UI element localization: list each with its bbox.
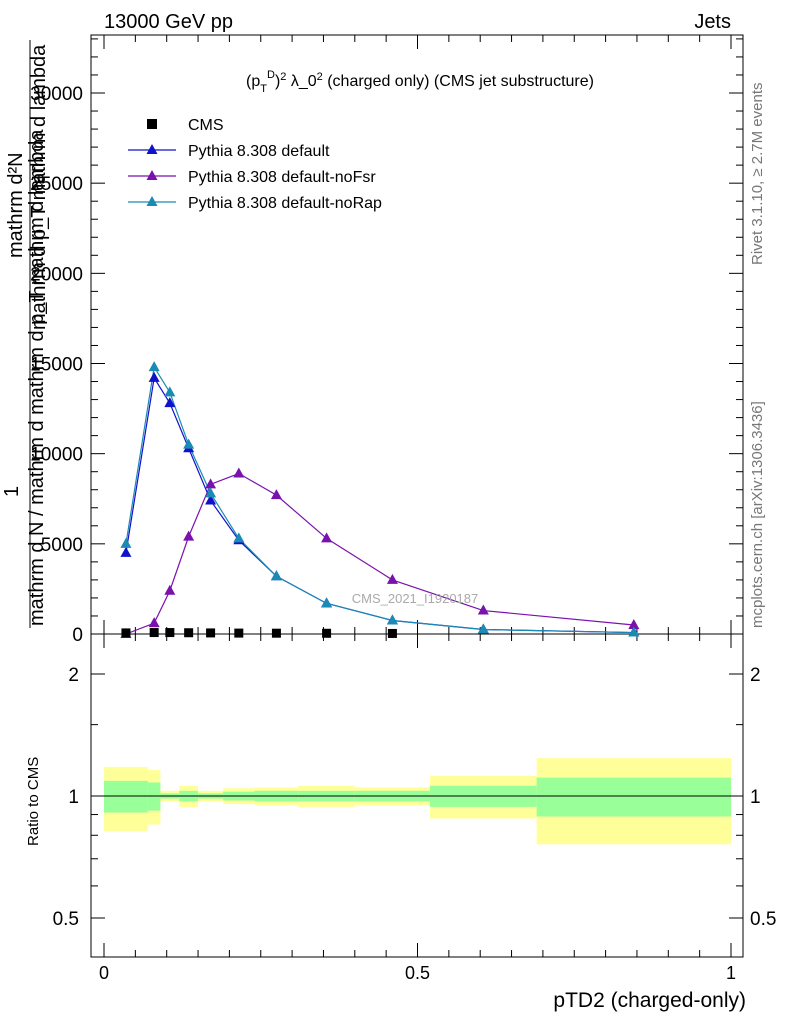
series-norap-point [321, 597, 333, 608]
series-default-point [148, 371, 160, 382]
cms-data-point [149, 628, 159, 638]
x-axis-label: pTD2 (charged-only) [553, 989, 746, 1012]
header-energy-label: 13000 GeV pp [104, 11, 233, 33]
cms-data-point [165, 628, 175, 638]
series-norap-point [164, 386, 176, 397]
y-label-numerator: mathrm d²N [5, 152, 27, 258]
legend: CMS Pythia 8.308 default Pythia 8.308 de… [128, 117, 382, 212]
legend-default-label: Pythia 8.308 default [188, 143, 330, 160]
y-label-prefix: 1 [1, 486, 23, 497]
y-tick-label: 0 [72, 625, 83, 646]
ratio-tick-label-right: 0.5 [750, 909, 776, 930]
axis-ticks: 0 0.5 1 0 5000 10000 15000 20000 25000 30000 0.5 0.… [30, 35, 776, 983]
series-nofsr-point [270, 489, 282, 500]
y-label-bottom: mathrm d N / mathrm d mathrm d p_T mathr… [26, 129, 48, 626]
series-norap-point [233, 532, 245, 543]
series-nofsr-point [205, 478, 217, 489]
series-nofsr-point [164, 584, 176, 595]
y-tick-label: 15000 [30, 355, 83, 376]
ratio-tick-label-right: 1 [750, 787, 761, 808]
legend-cms-marker [147, 119, 157, 129]
legend-nofsr-label: Pythia 8.308 default-noFsr [188, 169, 376, 186]
x-tick-label: 1 [726, 963, 736, 983]
y-axis-label: mathrm d²N mathrm d p_T mathrm d lambda … [1, 40, 50, 628]
cms-data-point [322, 628, 332, 638]
header-jets-label: Jets [694, 11, 731, 33]
series-default-point [205, 494, 217, 505]
cms-data-point [206, 628, 216, 638]
y-tick-label: 25000 [30, 174, 83, 195]
series-nofsr-line [125, 472, 634, 635]
y-label-denominator: mathrm d p_T mathrm d lambda [28, 44, 50, 330]
ratio-tick-label: 1 [68, 787, 79, 808]
ratio-band-inner [104, 780, 148, 813]
series-norap-point [386, 614, 398, 625]
ratio-band-inner [147, 782, 161, 811]
legend-norap-marker [146, 196, 158, 206]
series-nofsr-point [321, 532, 333, 543]
y-tick-label: 10000 [30, 445, 83, 466]
cms-data-point [271, 628, 281, 638]
ratio-band-inner [536, 777, 731, 817]
series-nofsr-point [148, 617, 160, 628]
series-norap-point [270, 570, 282, 581]
series-nofsr-point [233, 467, 245, 478]
ratio-uncertainty-bands [104, 758, 731, 845]
legend-default-marker [146, 144, 158, 154]
y-tick-label: 20000 [30, 264, 83, 285]
series-nofsr-point [628, 618, 640, 629]
cms-data-point [387, 628, 397, 638]
cms-data-point [184, 628, 194, 638]
series-norap-point [148, 361, 160, 372]
series-nofsr-point [477, 604, 489, 615]
series-nofsr-point [386, 573, 398, 584]
series-norap-point [183, 438, 195, 449]
series-default-point [120, 546, 132, 557]
rivet-version-label: Rivet 3.1.10, ≥ 2.7M events [749, 83, 766, 266]
y-tick-label: 5000 [41, 535, 83, 556]
series-norap-point [477, 623, 489, 634]
legend-nofsr-marker [146, 170, 158, 180]
series-norap-point [120, 537, 132, 548]
series-norap-point [205, 487, 217, 498]
legend-cms-label: CMS [188, 117, 224, 134]
y-tick-label: 30000 [30, 84, 83, 105]
cms-data-point [121, 628, 131, 638]
series-norap-point [628, 626, 640, 637]
legend-norap-label: Pythia 8.308 default-noRap [188, 195, 382, 212]
chart-title: (pTD)2 λ_02 (charged only) (CMS jet subs… [246, 69, 594, 95]
series-markers [120, 361, 640, 638]
ratio-tick-label: 0.5 [53, 909, 79, 930]
series-nofsr-point [183, 530, 195, 541]
series-default-point [164, 397, 176, 408]
mcplots-label: mcplots.cern.ch [arXiv:1306.3436] [749, 401, 766, 628]
ratio-tick-label: 2 [68, 665, 79, 686]
ratio-y-axis-label: Ratio to CMS [25, 757, 42, 846]
x-tick-label: 0.5 [405, 963, 430, 983]
cms-data-point [234, 628, 244, 638]
x-tick-label: 0 [99, 963, 109, 983]
ratio-tick-label-right: 2 [750, 665, 761, 686]
analysis-watermark: CMS_2021_I1920187 [352, 591, 479, 606]
